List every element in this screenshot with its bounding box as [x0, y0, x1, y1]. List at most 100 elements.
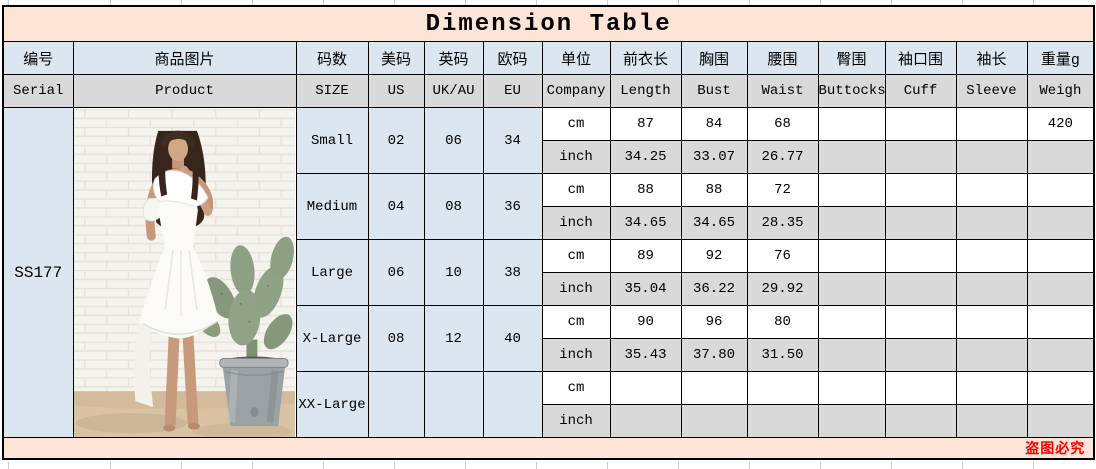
product-photo [74, 108, 295, 437]
bust-cell: 96 [680, 305, 748, 339]
header-zh-length: 前衣长 [609, 41, 682, 75]
size-label-cell: X-Large [295, 305, 369, 372]
eu-size-cell: 38 [482, 239, 543, 306]
buttocks-cell [817, 239, 886, 273]
length-cell: 35.43 [609, 338, 682, 372]
header-en-cuff: Cuff [884, 74, 957, 108]
header-en-us: US [367, 74, 425, 108]
sleeve-cell [955, 206, 1028, 240]
length-cell: 89 [609, 239, 682, 273]
size-label-cell: Large [295, 239, 369, 306]
header-zh-serial: 编号 [2, 41, 74, 75]
cuff-cell [884, 272, 957, 306]
sleeve-cell [955, 305, 1028, 339]
cuff-cell [884, 305, 957, 339]
waist-cell: 28.35 [746, 206, 819, 240]
buttocks-cell [817, 107, 886, 141]
uk-size-cell: 10 [423, 239, 484, 306]
header-en-buttocks: Buttocks [817, 74, 886, 108]
length-cell: 90 [609, 305, 682, 339]
cuff-cell [884, 140, 957, 174]
header-en-size: SIZE [295, 74, 369, 108]
unit-cell: cm [541, 305, 611, 339]
header-zh-uk: 英码 [423, 41, 484, 75]
bust-cell: 92 [680, 239, 748, 273]
weight-cell: 420 [1026, 107, 1095, 141]
buttocks-cell [817, 272, 886, 306]
unit-cell: inch [541, 140, 611, 174]
unit-cell: inch [541, 206, 611, 240]
buttocks-cell [817, 338, 886, 372]
sleeve-cell [955, 272, 1028, 306]
us-size-cell: 08 [367, 305, 425, 372]
unit-cell: cm [541, 371, 611, 405]
uk-size-cell: 08 [423, 173, 484, 240]
buttocks-cell [817, 173, 886, 207]
waist-cell: 31.50 [746, 338, 819, 372]
sleeve-cell [955, 173, 1028, 207]
spreadsheet-gridline-strip-bottom [0, 462, 1096, 469]
bucket-planter [218, 355, 289, 426]
header-zh-bust: 胸围 [680, 41, 748, 75]
waist-cell [746, 404, 819, 438]
bust-cell: 88 [680, 173, 748, 207]
header-zh-cuff: 袖口围 [884, 41, 957, 75]
header-zh-size: 码数 [295, 41, 369, 75]
length-cell [609, 404, 682, 438]
cuff-cell [884, 239, 957, 273]
cuff-cell [884, 206, 957, 240]
buttocks-cell [817, 404, 886, 438]
unit-cell: inch [541, 272, 611, 306]
uk-size-cell: 12 [423, 305, 484, 372]
bust-cell: 33.07 [680, 140, 748, 174]
anti-theft-watermark: 盗图必究 [1025, 442, 1086, 458]
header-en-length: Length [609, 74, 682, 108]
header-zh-eu: 欧码 [482, 41, 543, 75]
us-size-cell: 06 [367, 239, 425, 306]
uk-size-cell [423, 371, 484, 438]
bust-cell: 34.65 [680, 206, 748, 240]
eu-size-cell [482, 371, 543, 438]
sleeve-cell [955, 140, 1028, 174]
weight-cell [1026, 239, 1095, 273]
header-zh-us: 美码 [367, 41, 425, 75]
spreadsheet-gridline-strip-top [0, 0, 1096, 5]
weight-cell [1026, 305, 1095, 339]
dimension-table: Dimension Table 编号 商品图片 码数 美码 英码 欧码 单位 前… [2, 5, 1096, 460]
product-photo-cell [72, 107, 297, 438]
length-cell: 88 [609, 173, 682, 207]
sleeve-cell [955, 371, 1028, 405]
size-label-cell: Medium [295, 173, 369, 240]
unit-cell: inch [541, 404, 611, 438]
weight-cell [1026, 371, 1095, 405]
sleeve-cell [955, 239, 1028, 273]
header-zh-unit: 单位 [541, 41, 611, 75]
weight-cell [1026, 206, 1095, 240]
unit-cell: inch [541, 338, 611, 372]
header-zh-product: 商品图片 [72, 41, 297, 75]
header-zh-sleeve: 袖长 [955, 41, 1028, 75]
weight-cell [1026, 173, 1095, 207]
weight-cell [1026, 140, 1095, 174]
us-size-cell [367, 371, 425, 438]
buttocks-cell [817, 305, 886, 339]
bust-cell: 84 [680, 107, 748, 141]
weight-cell [1026, 272, 1095, 306]
weight-cell [1026, 404, 1095, 438]
length-cell: 34.65 [609, 206, 682, 240]
sleeve-cell [955, 107, 1028, 141]
waist-cell: 72 [746, 173, 819, 207]
model-figure [133, 130, 219, 432]
header-en-product: Product [72, 74, 297, 108]
table-title: Dimension Table [2, 5, 1095, 42]
length-cell: 87 [609, 107, 682, 141]
weight-cell [1026, 338, 1095, 372]
uk-size-cell: 06 [423, 107, 484, 174]
buttocks-cell [817, 206, 886, 240]
buttocks-cell [817, 140, 886, 174]
us-size-cell: 02 [367, 107, 425, 174]
header-zh-buttocks: 臀围 [817, 41, 886, 75]
bust-cell: 36.22 [680, 272, 748, 306]
cuff-cell [884, 173, 957, 207]
unit-cell: cm [541, 173, 611, 207]
